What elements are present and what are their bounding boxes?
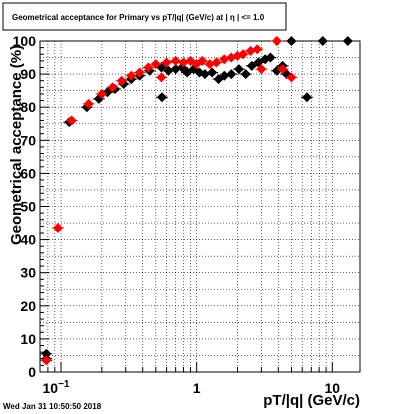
- y-tick-label: 80: [20, 99, 36, 115]
- y-tick-label: 100: [13, 33, 37, 49]
- data-point: [41, 355, 52, 366]
- series-points: [40, 36, 298, 366]
- data-point: [252, 44, 263, 55]
- data-point: [256, 64, 267, 75]
- axes: 0 10 20 30 40 50 60 70 80 90 100 10−1 1 10: [13, 33, 341, 396]
- data-point: [207, 67, 218, 78]
- data-point: [107, 82, 118, 93]
- data-point: [161, 57, 172, 68]
- y-tick-label: 40: [20, 232, 36, 248]
- y-tick-label: 90: [20, 66, 36, 82]
- data-point: [163, 65, 174, 76]
- timestamp-footer: Wed Jan 31 10:50:50 2018: [3, 402, 102, 411]
- data-point: [245, 45, 256, 56]
- data-point: [204, 59, 215, 70]
- data-point: [150, 59, 161, 70]
- x-axis-title: pT/|q| (GeV/c): [263, 392, 360, 409]
- data-point: [96, 88, 107, 99]
- data-point: [156, 92, 167, 103]
- data-point: [116, 75, 127, 86]
- data-point: [219, 70, 230, 81]
- y-tick-label: 20: [20, 298, 36, 314]
- data-point: [134, 67, 145, 78]
- data-point: [233, 64, 244, 75]
- y-tick-label: 30: [20, 265, 36, 281]
- data-point: [265, 52, 276, 63]
- data-point: [286, 72, 297, 83]
- y-axis-title: Geometrical acceptance (%): [8, 45, 25, 245]
- data-point: [240, 69, 251, 80]
- data-point: [277, 64, 288, 75]
- data-point: [178, 57, 189, 68]
- y-tick-label: 50: [20, 199, 36, 215]
- y-tick-label: 10: [20, 331, 36, 347]
- data-point: [286, 36, 297, 46]
- data-point: [226, 69, 237, 80]
- y-tick-label: 60: [20, 165, 36, 181]
- data-point: [197, 55, 208, 66]
- grid: [39, 40, 360, 373]
- chart-title-box: Geometrical acceptance for Primary vs pT…: [2, 2, 287, 31]
- data-point: [170, 55, 181, 66]
- x-tick-label: 10−1: [43, 379, 70, 396]
- x-tick-label: 1: [193, 380, 201, 396]
- data-point: [219, 54, 230, 65]
- data-point: [126, 70, 137, 81]
- data-point: [238, 49, 249, 60]
- data-point: [66, 115, 77, 126]
- data-point: [199, 69, 210, 80]
- data-point: [271, 36, 282, 46]
- data-point: [317, 36, 328, 46]
- chart-title: Geometrical acceptance for Primary vs pT…: [12, 13, 265, 22]
- data-series: [40, 36, 354, 366]
- series-points: [40, 36, 354, 364]
- data-point: [83, 98, 94, 109]
- y-tick-label: 70: [20, 132, 36, 148]
- data-point: [52, 223, 63, 234]
- data-point: [156, 72, 167, 83]
- data-point: [342, 36, 353, 46]
- x-tick-label: 10: [325, 380, 341, 396]
- y-tick-label: 0: [28, 364, 36, 380]
- data-point: [143, 62, 154, 73]
- data-point: [211, 57, 222, 68]
- data-point: [301, 92, 312, 103]
